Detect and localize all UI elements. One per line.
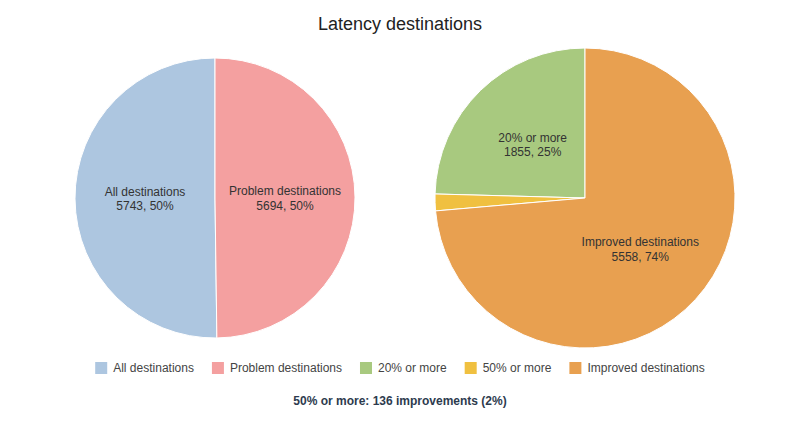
legend-item: All destinations <box>95 361 194 375</box>
legend-label: 50% or more <box>483 361 552 375</box>
legend-swatch <box>569 362 581 374</box>
legend-label: All destinations <box>113 361 194 375</box>
legend-item: Problem destinations <box>212 361 342 375</box>
legend: All destinations Problem destinations 20% … <box>95 361 705 375</box>
pie <box>435 48 735 348</box>
pie <box>75 58 355 338</box>
slice-labels: 20% or more1855, 25% Improved destination… <box>498 131 699 264</box>
legend-item: 20% or more <box>360 361 447 375</box>
slice-labels: All destinations5743, 50% Problem destina… <box>105 184 341 213</box>
legend-swatch <box>95 362 107 374</box>
slice-label-name: Problem destinations <box>229 184 341 198</box>
legend-item: Improved destinations <box>569 361 704 375</box>
slice-label: All destinations5743, 50% <box>105 185 186 213</box>
slice-label-value: 5743, 50% <box>116 199 174 213</box>
annotation: 50% or more: 136 improvements (2%) <box>293 394 506 408</box>
slice-label-name: Improved destinations <box>582 235 699 249</box>
pie-slice <box>435 48 585 198</box>
legend-swatch <box>465 362 477 374</box>
legend-label: Improved destinations <box>587 361 704 375</box>
slice-label-value: 5694, 50% <box>256 199 314 213</box>
chart: Latency destinationsAll destinations5743… <box>0 0 800 426</box>
pie-slice <box>436 48 735 348</box>
slice-label: 20% or more1855, 25% <box>498 131 567 159</box>
pie-slice <box>215 58 355 338</box>
slice-label-name: 20% or more <box>498 131 567 145</box>
slice-label: Problem destinations5694, 50% <box>229 184 341 212</box>
legend-item: 50% or more <box>465 361 552 375</box>
slice-label-name: All destinations <box>105 185 186 199</box>
title: Latency destinations <box>318 14 482 34</box>
legend-swatch <box>360 362 372 374</box>
slice-label-value: 5558, 74% <box>612 250 670 264</box>
legend-label: Problem destinations <box>230 361 342 375</box>
legend-label: 20% or more <box>378 361 447 375</box>
slice-label: Improved destinations5558, 74% <box>582 235 699 263</box>
pie-slice <box>75 58 217 338</box>
slice-label-value: 1855, 25% <box>504 145 562 159</box>
legend-swatch <box>212 362 224 374</box>
